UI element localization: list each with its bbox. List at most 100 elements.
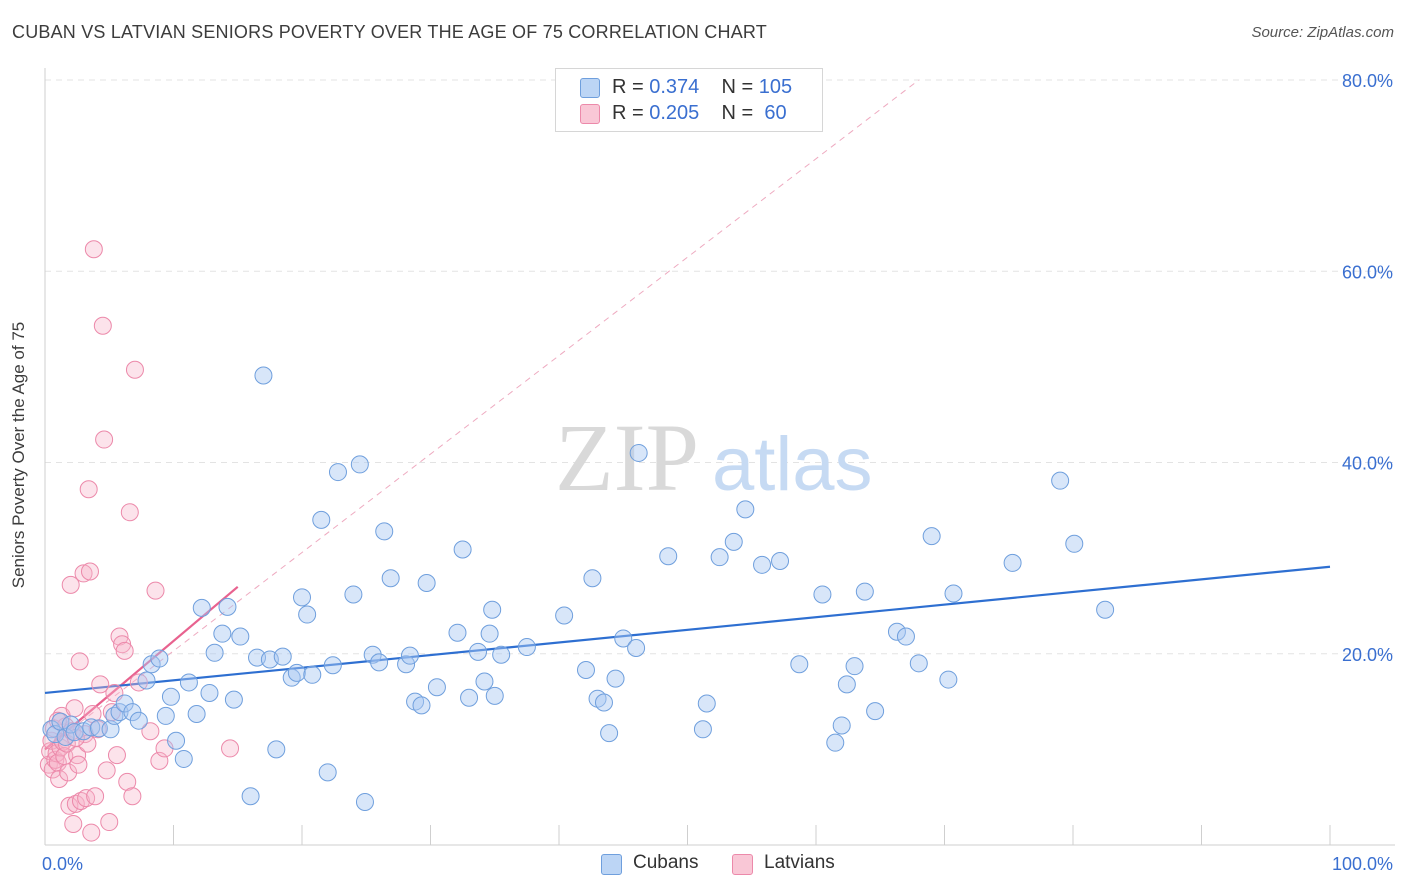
cubans-point [724, 532, 743, 551]
cubans-point [397, 655, 416, 674]
gridlines [45, 79, 1395, 655]
cubans-point [1065, 534, 1084, 553]
cubans-point [887, 622, 906, 641]
latvians-point [65, 699, 84, 718]
cubans-point [427, 678, 446, 697]
latvians-point [74, 564, 93, 583]
latvians-point [60, 796, 79, 815]
latvians-point [64, 814, 83, 833]
latvians-point [221, 739, 240, 758]
cubans-point [174, 749, 193, 768]
latvians-trend-extension [44, 79, 920, 750]
cubans-point [205, 643, 224, 662]
cubans-point [753, 555, 772, 574]
cubans-point [129, 711, 148, 730]
latvians-point [93, 316, 112, 335]
latvians-point [129, 673, 148, 692]
tick-labels: 20.0% 40.0% 60.0% 80.0% 0.0% 100.0% [42, 71, 1393, 874]
cubans-point [813, 585, 832, 604]
watermark-atlas: atlas [712, 422, 873, 507]
cubans-swatch [580, 78, 600, 98]
cubans-point [328, 463, 347, 482]
cubans-point [167, 731, 186, 750]
cubans-point [231, 627, 250, 646]
latvians-point [107, 746, 126, 765]
latvians-point [70, 652, 89, 671]
cubans-point [137, 671, 156, 690]
latvians-point [88, 720, 107, 739]
cubans-point [179, 673, 198, 692]
cubans-point [161, 687, 180, 706]
y-axis-label: Seniors Poverty Over the Age of 75 [9, 321, 28, 589]
cubans-point [150, 649, 169, 668]
cubans-point [156, 706, 175, 725]
source-credit: Source: ZipAtlas.com [1251, 24, 1394, 41]
cubans-point [939, 670, 958, 689]
latvians-point [69, 755, 88, 774]
y-tick-label: 40.0% [1342, 454, 1393, 474]
cubans-point [659, 547, 678, 566]
cubans-point [771, 551, 790, 570]
legend-r-value: 0.374 [649, 76, 700, 98]
y-tick-label: 60.0% [1342, 262, 1393, 282]
cubans-point [282, 668, 301, 687]
latvians-point [118, 772, 137, 791]
cubans-point [896, 627, 915, 646]
cubans-point [485, 686, 504, 705]
cubans-point [629, 443, 648, 462]
cubans-point [241, 787, 260, 806]
cubans-point [517, 638, 536, 657]
cubans-point [475, 672, 494, 691]
cubans-point [627, 639, 646, 658]
cubans-point [909, 654, 928, 673]
latvians-point [80, 562, 99, 581]
cubans-point [594, 693, 613, 712]
cubans-point [600, 724, 619, 743]
cubans-point [355, 792, 374, 811]
cubans-point [273, 647, 292, 666]
latvians-point [120, 503, 139, 522]
x-tick-label: 0.0% [42, 854, 83, 874]
cubans-point [1003, 553, 1022, 572]
legend-n-label: N = [721, 102, 754, 124]
cubans-point [254, 366, 273, 385]
cubans-point [710, 548, 729, 567]
legend-n-label: N = [721, 76, 754, 98]
cubans-point [213, 624, 232, 643]
cubans-point [480, 624, 499, 643]
cubans-point [460, 688, 479, 707]
chart-title: CUBAN VS LATVIAN SENIORS POVERTY OVER TH… [12, 22, 767, 42]
legend-n-value: 60 [758, 102, 787, 124]
latvians-point [66, 728, 85, 747]
latvians-point [91, 675, 110, 694]
legend-r-label: R = [612, 76, 644, 98]
cubans-point [287, 663, 306, 682]
latvians-swatch [580, 104, 600, 124]
cubans-point [412, 696, 431, 715]
cubans-point [381, 569, 400, 588]
cubans-point [200, 683, 219, 702]
latvians-point [61, 575, 80, 594]
latvians-trend-line [44, 585, 239, 751]
cubans-point [1096, 600, 1115, 619]
cubans-trend-line [44, 565, 1331, 695]
cubans-point [344, 585, 363, 604]
cubans-point [375, 522, 394, 541]
latvians-point [97, 761, 116, 780]
cubans-point [453, 540, 472, 559]
cubans-point [192, 598, 211, 617]
cubans-point [492, 645, 511, 664]
bottom-legend-label: Latvians [764, 852, 835, 873]
latvians-points [39, 240, 240, 842]
x-tick-label: 100.0% [1332, 854, 1393, 874]
cubans-point [303, 665, 322, 684]
cubans-point [293, 588, 311, 607]
y-tick-label: 20.0% [1342, 645, 1393, 665]
cubans-point [866, 702, 885, 721]
cubans-point [555, 606, 574, 625]
cubans-point [350, 455, 369, 474]
latvians-point [50, 770, 69, 789]
cubans-point [736, 500, 755, 519]
trend-lines [44, 79, 1331, 751]
